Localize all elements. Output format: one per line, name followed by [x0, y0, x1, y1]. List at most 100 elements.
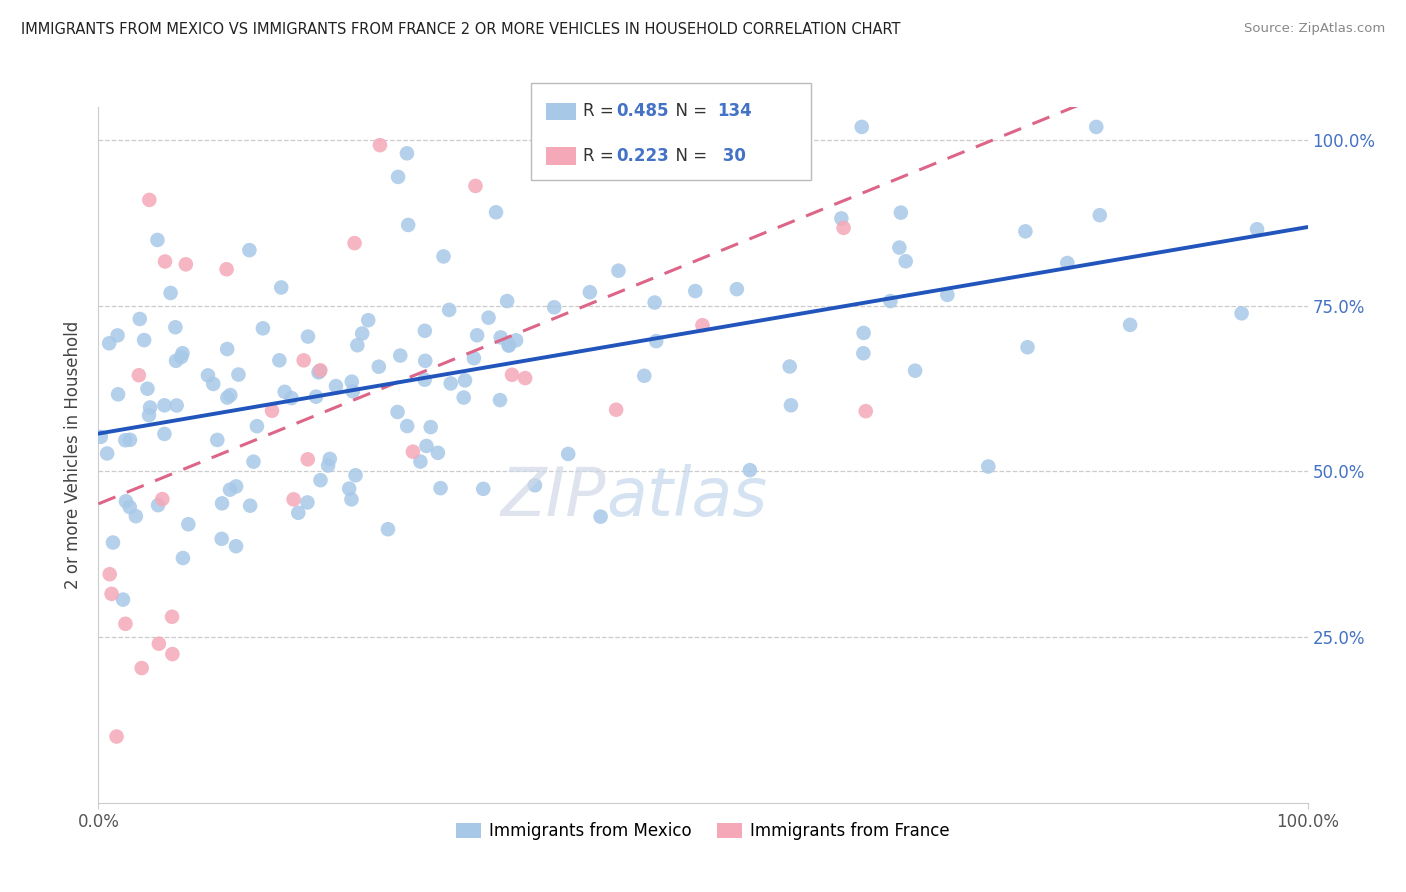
Point	[498, 338, 520, 352]
Point	[440, 376, 463, 391]
Point	[136, 382, 159, 396]
Text: 30: 30	[717, 147, 747, 165]
Point	[309, 473, 332, 487]
Point	[485, 205, 508, 219]
Point	[202, 376, 225, 391]
Point	[1085, 120, 1108, 134]
Point	[464, 178, 486, 193]
Point	[100, 587, 122, 601]
Point	[105, 730, 128, 744]
Point	[162, 647, 184, 661]
Point	[153, 254, 176, 268]
Point	[287, 506, 309, 520]
Point	[128, 368, 150, 383]
Point	[153, 426, 176, 441]
Text: R =: R =	[583, 147, 620, 165]
Text: 134: 134	[717, 103, 752, 120]
Point	[692, 318, 714, 333]
Point	[904, 364, 927, 378]
Point	[936, 288, 959, 302]
Point	[879, 294, 901, 309]
Point	[308, 364, 330, 378]
Point	[225, 479, 247, 493]
Y-axis label: 2 or more Vehicles in Household: 2 or more Vehicles in Household	[65, 321, 83, 589]
Text: Source: ZipAtlas.com: Source: ZipAtlas.com	[1244, 22, 1385, 36]
Point	[165, 354, 187, 368]
Point	[368, 138, 391, 153]
Point	[894, 254, 917, 268]
Point	[217, 342, 239, 356]
Point	[1230, 306, 1253, 320]
Point	[498, 338, 520, 352]
Point	[453, 391, 475, 405]
Point	[889, 241, 911, 255]
Point	[890, 205, 912, 219]
Point	[426, 446, 449, 460]
Point	[246, 419, 269, 434]
Point	[219, 388, 242, 402]
Point	[174, 257, 197, 271]
Point	[855, 404, 877, 418]
Point	[238, 243, 260, 257]
Point	[211, 496, 233, 510]
Text: N =: N =	[665, 103, 713, 120]
Text: atlas: atlas	[606, 464, 768, 530]
Point	[242, 455, 264, 469]
Point	[280, 391, 302, 405]
Point	[118, 500, 141, 514]
Point	[172, 551, 194, 566]
Point	[159, 285, 181, 300]
Point	[505, 334, 527, 348]
Point	[228, 368, 250, 382]
Point	[165, 320, 187, 334]
Point	[489, 330, 512, 344]
Point	[377, 522, 399, 536]
Point	[172, 346, 194, 360]
Point	[419, 420, 441, 434]
Point	[607, 263, 630, 277]
Point	[738, 463, 761, 477]
Point	[297, 329, 319, 343]
Point	[779, 359, 801, 374]
Point	[316, 458, 339, 473]
Point	[830, 211, 852, 226]
Point	[146, 233, 169, 247]
Point	[197, 368, 219, 383]
Point	[207, 433, 229, 447]
Point	[977, 459, 1000, 474]
Point	[340, 492, 363, 507]
Point	[463, 351, 485, 366]
Point	[297, 495, 319, 509]
Point	[98, 336, 121, 351]
Point	[645, 334, 668, 348]
Point	[107, 328, 129, 343]
Point	[115, 494, 138, 508]
Point	[432, 249, 454, 263]
Point	[437, 302, 460, 317]
Point	[543, 301, 565, 315]
Point	[252, 321, 274, 335]
Point	[125, 509, 148, 524]
Point	[454, 373, 477, 387]
Point	[489, 393, 512, 408]
Point	[269, 353, 291, 368]
Point	[96, 446, 118, 460]
Point	[1014, 224, 1036, 238]
Point	[644, 295, 666, 310]
Point	[114, 616, 136, 631]
Point	[387, 405, 409, 419]
Point	[98, 567, 121, 582]
Point	[128, 312, 150, 326]
Point	[305, 390, 328, 404]
Point	[633, 368, 655, 383]
Point	[90, 430, 112, 444]
Text: N =: N =	[665, 147, 713, 165]
Point	[832, 220, 855, 235]
Point	[851, 120, 873, 134]
Point	[260, 403, 283, 417]
Point	[685, 284, 707, 298]
Point	[780, 398, 803, 412]
Point	[319, 451, 342, 466]
Text: IMMIGRANTS FROM MEXICO VS IMMIGRANTS FROM FRANCE 2 OR MORE VEHICLES IN HOUSEHOLD: IMMIGRANTS FROM MEXICO VS IMMIGRANTS FRO…	[21, 22, 901, 37]
Point	[273, 384, 295, 399]
